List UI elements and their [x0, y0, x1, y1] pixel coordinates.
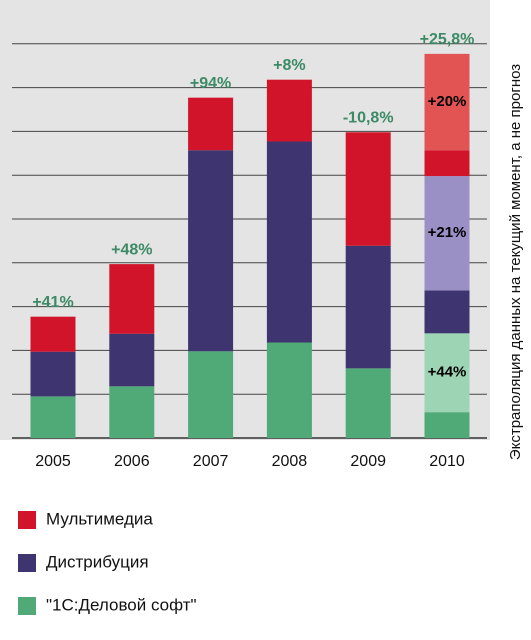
legend-label: Дистрибуция: [46, 552, 149, 571]
legend-swatch: [18, 597, 36, 615]
bar-segment: [345, 368, 391, 438]
growth-annotation: +94%: [190, 75, 231, 92]
growth-annotation: -10,8%: [343, 109, 394, 126]
bar-segment: [266, 79, 312, 142]
extrapolation-segment: [424, 333, 470, 413]
bar-segment: [266, 342, 312, 438]
x-tick-label: 2007: [193, 453, 229, 470]
x-tick-label: 2008: [272, 453, 308, 470]
x-tick-label: 2005: [35, 453, 71, 470]
bar-segment: [30, 396, 76, 438]
growth-annotation: +48%: [111, 241, 152, 258]
extrapolation-segment: [424, 53, 470, 151]
bar-segment: [30, 316, 76, 352]
legend-label: "1С:Деловой софт": [46, 595, 197, 614]
bar-segment: [188, 97, 234, 151]
growth-annotation: +8%: [273, 57, 305, 74]
segment-label: +20%: [428, 93, 467, 110]
bar-segment: [109, 264, 155, 334]
bar-segment: [109, 386, 155, 438]
bar-segment: [424, 150, 470, 177]
growth-annotation: +41%: [32, 294, 73, 311]
legend-swatch: [18, 554, 36, 572]
bar-segment: [345, 245, 391, 369]
bar-segment: [30, 351, 76, 397]
bar-segment: [188, 150, 234, 352]
x-tick-label: 2009: [350, 453, 386, 470]
segment-label: +44%: [428, 364, 467, 381]
bar-segment: [109, 333, 155, 387]
bar-segment: [266, 141, 312, 343]
x-tick-label: 2010: [429, 453, 465, 470]
bar-segment: [424, 290, 470, 334]
bar-segment: [345, 132, 391, 246]
segment-label: +21%: [428, 224, 467, 241]
plot-background: [0, 0, 490, 440]
extrapolation-segment: [424, 176, 470, 291]
legend-swatch: [18, 511, 36, 529]
x-tick-label: 2006: [114, 453, 150, 470]
side-note: Экстраполяция данных на текущий момент, …: [507, 64, 524, 460]
legend-label: Мультимедиа: [46, 509, 153, 528]
growth-annotation: +25,8%: [420, 31, 475, 48]
bar-segment: [188, 351, 234, 438]
bar-segment: [424, 412, 470, 438]
